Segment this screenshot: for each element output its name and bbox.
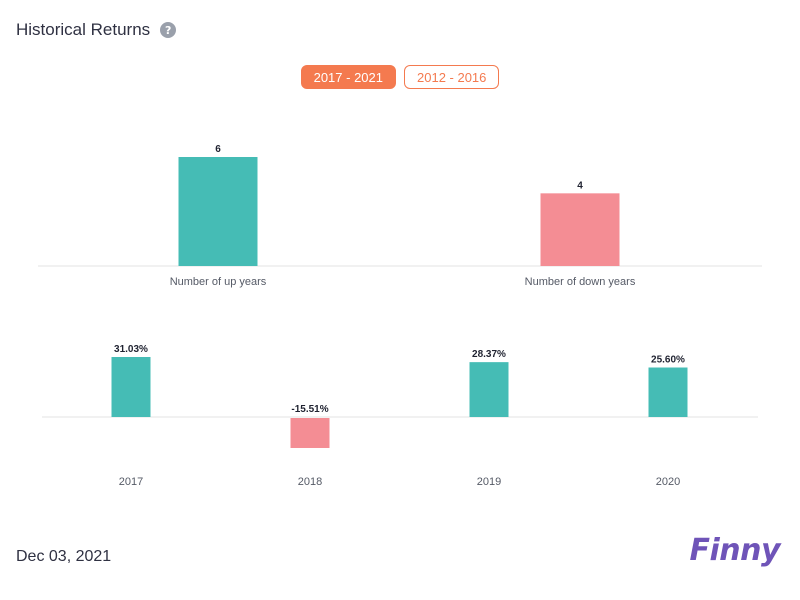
tab-2017-2021[interactable]: 2017 - 2021 — [300, 65, 396, 89]
year-label: 2017 — [119, 476, 143, 488]
year-label: 2020 — [656, 476, 680, 488]
count-category-label: Number of down years — [525, 276, 636, 288]
header: Historical Returns ? — [16, 20, 177, 40]
returns-charts: 6 Number of up years 4 Number of down years… — [38, 144, 762, 488]
count-bar — [540, 193, 620, 266]
period-tabs: 2017 - 2021 2012 - 2016 — [0, 65, 800, 89]
count-bar-value-label: 6 — [215, 144, 221, 155]
return-bar — [469, 362, 509, 417]
year-label: 2018 — [298, 476, 322, 488]
page-title: Historical Returns — [16, 20, 151, 39]
return-bar — [290, 418, 330, 448]
return-bar-value-label: 25.60% — [651, 354, 685, 365]
finny-logo: Finny — [689, 533, 780, 568]
count-bar — [178, 157, 258, 266]
as-of-date: Dec 03, 2021 — [16, 548, 112, 565]
count-category-label: Number of up years — [170, 276, 267, 288]
tab-2012-2016[interactable]: 2012 - 2016 — [404, 65, 500, 89]
year-label: 2019 — [477, 476, 501, 488]
help-icon[interactable]: ? — [160, 22, 177, 38]
return-bar — [111, 357, 151, 417]
return-bar-value-label: 28.37% — [472, 349, 506, 360]
return-bar-value-label: 31.03% — [114, 344, 148, 355]
return-bar — [648, 367, 688, 417]
count-bar-value-label: 4 — [577, 180, 583, 191]
return-bar-value-label: -15.51% — [291, 404, 328, 415]
